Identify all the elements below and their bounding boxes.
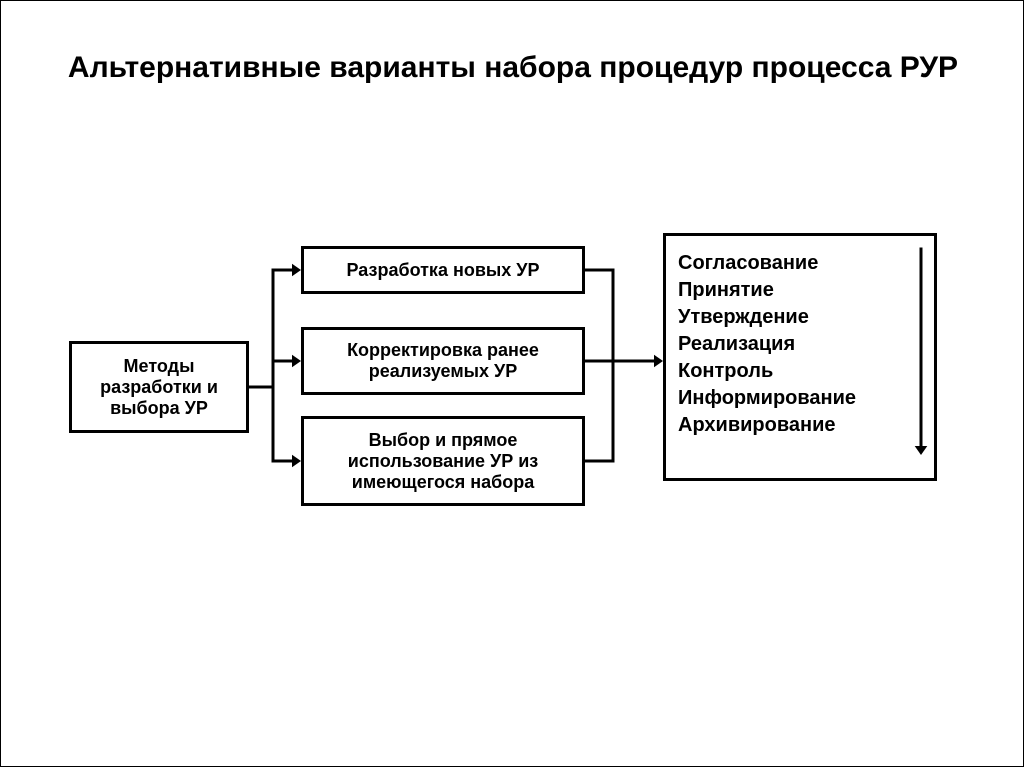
node-final: СогласованиеПринятиеУтверждениеРеализаци… <box>663 233 937 481</box>
node-select-label: Выбор и прямое использование УР из имеющ… <box>314 430 572 493</box>
final-list-item: Информирование <box>678 385 856 412</box>
final-list-item: Контроль <box>678 358 856 385</box>
final-list-item: Согласование <box>678 250 856 277</box>
node-methods: Методы разработки и выбора УР <box>69 341 249 433</box>
node-dev: Разработка новых УР <box>301 246 585 294</box>
final-list-item: Принятие <box>678 277 856 304</box>
final-list-item: Архивирование <box>678 412 856 439</box>
node-dev-label: Разработка новых УР <box>347 260 540 281</box>
final-list-item: Реализация <box>678 331 856 358</box>
node-methods-label: Методы разработки и выбора УР <box>82 356 236 419</box>
final-list-item: Утверждение <box>678 304 856 331</box>
final-list: СогласованиеПринятиеУтверждениеРеализаци… <box>678 250 856 439</box>
node-correct-label: Корректировка ранее реализуемых УР <box>314 340 572 382</box>
node-correct: Корректировка ранее реализуемых УР <box>301 327 585 395</box>
node-select: Выбор и прямое использование УР из имеющ… <box>301 416 585 506</box>
diagram-title: Альтернативные варианты набора процедур … <box>1 49 1024 87</box>
